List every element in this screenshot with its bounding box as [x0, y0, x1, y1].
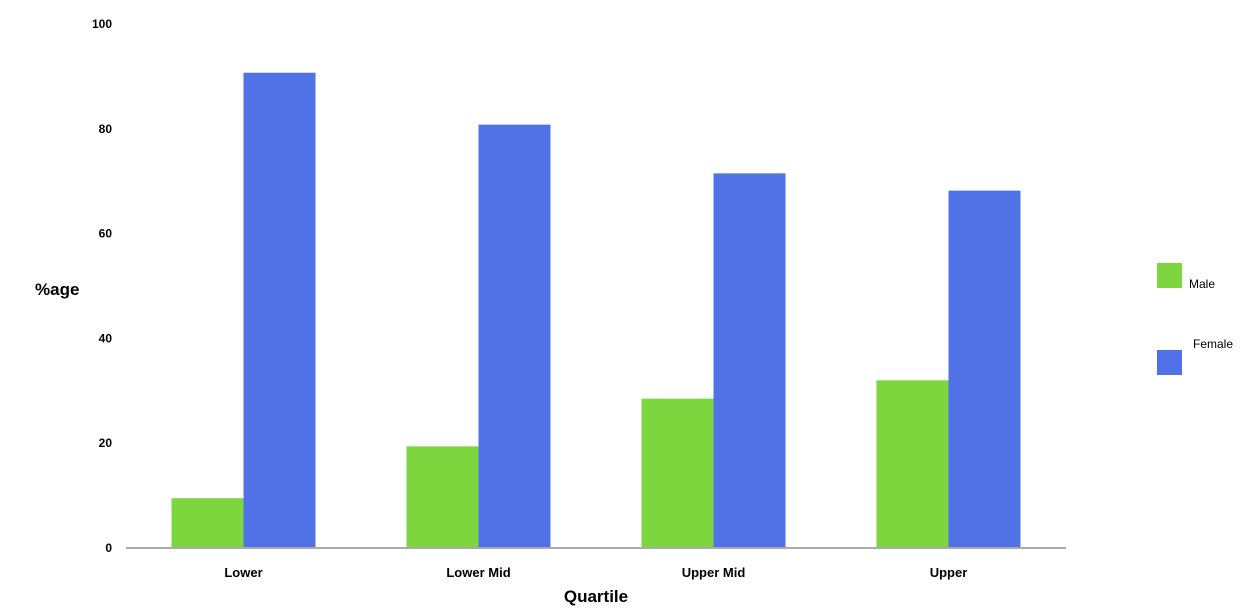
bar-male-lower-mid [406, 446, 479, 548]
bars [171, 72, 1021, 549]
x-tick-label: Lower [224, 565, 262, 580]
y-tick-label: 100 [92, 17, 112, 31]
x-tick-label: Upper [930, 565, 968, 580]
bar-male-lower [171, 498, 244, 548]
legend: Male Female [1157, 263, 1233, 375]
legend-swatch-female [1157, 350, 1182, 375]
legend-label-male: Male [1189, 277, 1215, 291]
x-axis-title: Quartile [564, 587, 628, 606]
bar-female-upper [948, 190, 1021, 548]
bar-female-upper-mid [713, 173, 786, 548]
legend-swatch-male [1157, 263, 1182, 288]
bar-male-upper-mid [641, 398, 714, 548]
y-tick-label: 80 [99, 122, 113, 136]
y-tick-label: 40 [99, 331, 113, 345]
x-tick-label: Upper Mid [682, 565, 746, 580]
y-tick-label: 60 [99, 227, 113, 241]
bar-female-lower [243, 72, 316, 549]
y-tick-label: 0 [105, 541, 112, 555]
x-axis-labels: Lower Lower Mid Upper Mid Upper [224, 565, 967, 580]
bar-female-lower-mid [478, 124, 551, 548]
x-tick-label: Lower Mid [446, 565, 510, 580]
y-axis-title: %age [35, 280, 79, 299]
legend-label-female: Female [1193, 337, 1233, 351]
y-tick-label: 20 [99, 436, 113, 450]
y-axis-ticks: 0 20 40 60 80 100 [92, 17, 112, 555]
bar-male-upper [876, 380, 949, 548]
